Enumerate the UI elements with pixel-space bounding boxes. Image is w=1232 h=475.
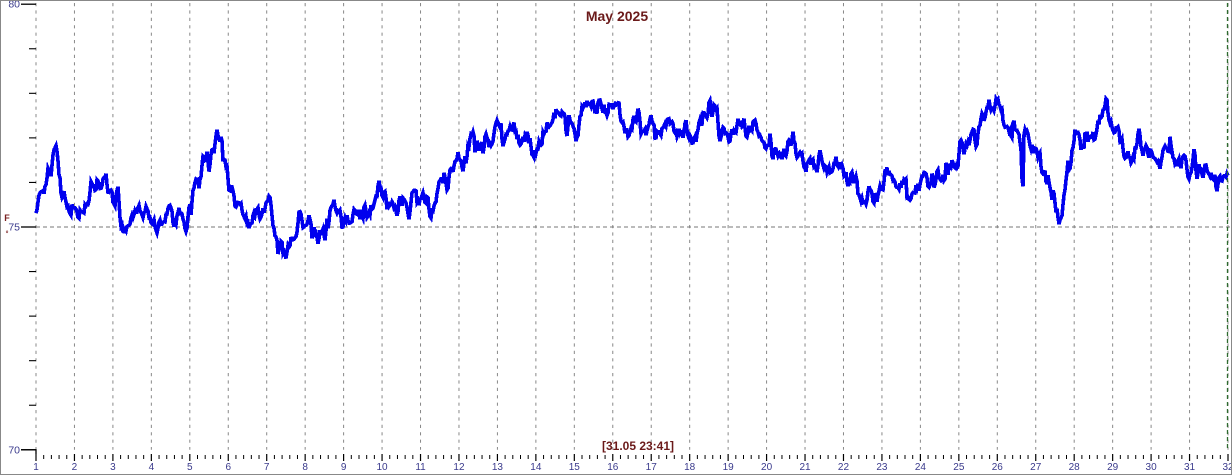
svg-text:12: 12 (453, 462, 465, 473)
svg-text:20: 20 (761, 462, 773, 473)
svg-text:29: 29 (1107, 462, 1119, 473)
svg-text:F: F (4, 213, 10, 223)
svg-text:13: 13 (492, 462, 504, 473)
svg-text:18: 18 (684, 462, 696, 473)
svg-text:6: 6 (225, 462, 231, 473)
svg-text:25: 25 (953, 462, 965, 473)
svg-text:1: 1 (33, 462, 39, 473)
svg-text:2: 2 (72, 462, 78, 473)
svg-text:14: 14 (530, 462, 542, 473)
svg-text:3: 3 (110, 462, 116, 473)
svg-text:10: 10 (376, 462, 388, 473)
svg-text:16: 16 (607, 462, 619, 473)
svg-text:80: 80 (8, 1, 20, 11)
svg-text:8: 8 (302, 462, 308, 473)
svg-text:15: 15 (569, 462, 581, 473)
svg-text:5: 5 (187, 462, 193, 473)
svg-text:23: 23 (876, 462, 888, 473)
svg-text:21: 21 (799, 462, 811, 473)
svg-text:19: 19 (723, 462, 735, 473)
svg-text:27: 27 (1030, 462, 1042, 473)
svg-text:32: 32 (1222, 462, 1232, 473)
svg-text:75: 75 (8, 222, 20, 234)
svg-text:17: 17 (646, 462, 658, 473)
svg-text:30: 30 (1146, 462, 1158, 473)
svg-text:7: 7 (264, 462, 270, 473)
svg-text:May 2025: May 2025 (586, 8, 648, 24)
svg-text:26: 26 (992, 462, 1004, 473)
svg-text:22: 22 (838, 462, 850, 473)
svg-text:31: 31 (1184, 462, 1196, 473)
svg-text:24: 24 (915, 462, 927, 473)
svg-text:[31.05 23:41]: [31.05 23:41] (602, 439, 674, 453)
svg-text:28: 28 (1069, 462, 1081, 473)
svg-text:9: 9 (341, 462, 347, 473)
svg-text:4: 4 (149, 462, 155, 473)
svg-text:11: 11 (415, 462, 426, 473)
svg-text:°: ° (6, 230, 9, 238)
svg-text:70: 70 (8, 444, 20, 456)
